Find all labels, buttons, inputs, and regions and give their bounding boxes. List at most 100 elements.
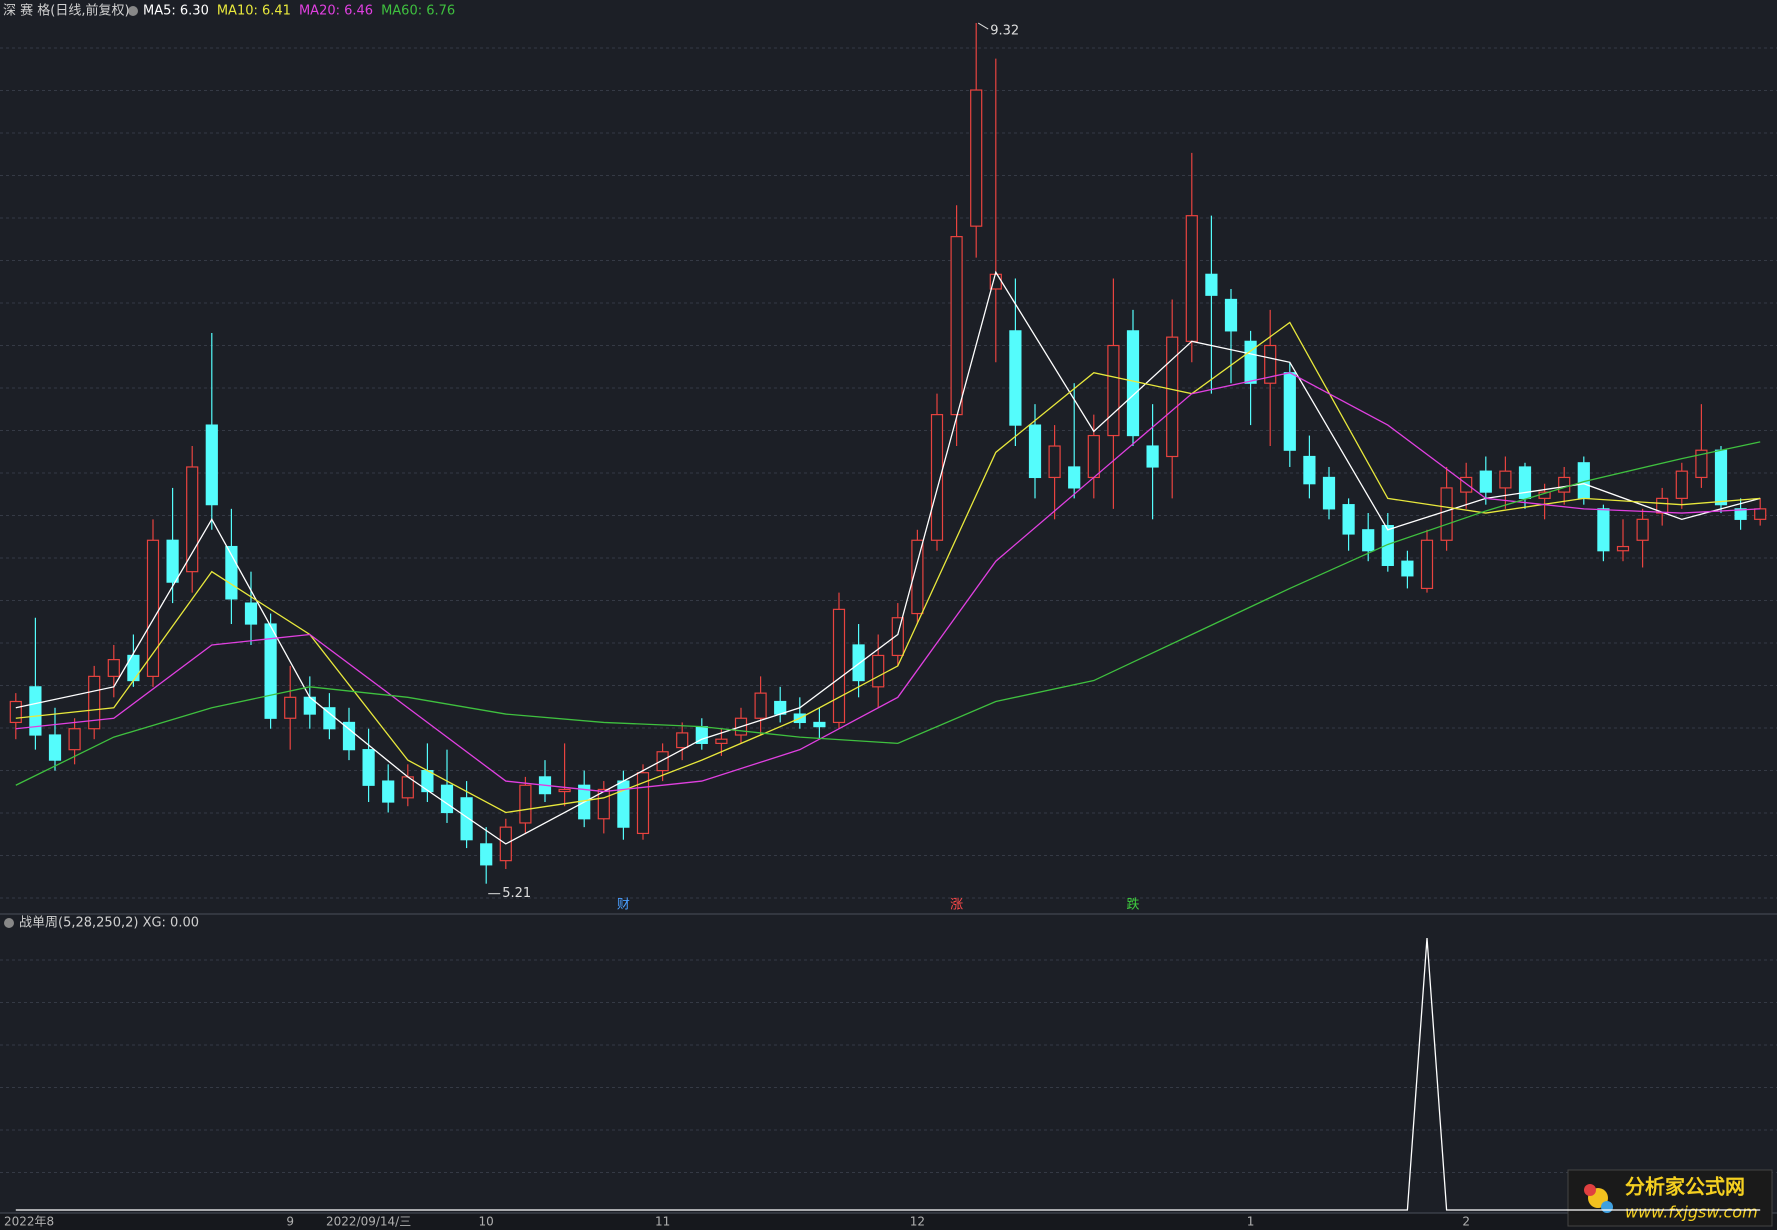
candle-body [911,539,924,615]
candle-body [1146,445,1159,468]
candle-body [636,772,650,835]
candle-body [362,749,375,786]
candle-body [832,608,846,724]
candle-body [1126,330,1140,437]
candle-body [1754,508,1767,520]
candle-body [29,686,42,736]
candle-body [68,728,81,751]
icon [4,918,14,928]
candle-body [382,780,395,803]
candle-body [166,539,179,583]
grid [0,47,1777,1173]
candle-body [186,466,199,573]
annotation-arrow [977,22,989,30]
logo [1601,1201,1613,1213]
candle-body [1303,455,1316,485]
candle-body [617,780,630,828]
x-tick-label: 10 [479,1215,494,1229]
candle-body [205,424,218,506]
candle-body [480,843,493,866]
legend-entry: MA5: 6.30 [143,4,209,19]
annotation: 5.21 [502,886,531,901]
x-tick-label: 9 [286,1215,294,1229]
candle-body [891,617,904,657]
candle-body [1322,476,1336,510]
ma-line [15,441,1761,786]
candle-body [1205,273,1218,296]
candle-body [519,784,532,824]
candle-body [597,788,610,820]
candle-body [930,414,944,541]
candle-body [107,659,120,677]
candle-body [88,675,101,730]
candle-body [264,623,277,719]
candle-body [244,602,258,625]
candle-body [440,784,454,814]
candle-body [1558,476,1571,493]
x-tick-label: 2022年8 [4,1215,54,1229]
icon [128,6,138,16]
candle-body [1675,470,1688,499]
candle-body [558,788,571,793]
candle-body [1636,518,1649,541]
event-label: 跌 [1126,897,1139,913]
candle-body [676,732,689,749]
candle-body [1107,344,1120,437]
candle-body [1499,470,1512,489]
legend-entry: MA20: 6.46 [299,4,373,19]
watermark-name: 分析家公式网 [1625,1175,1745,1199]
candle-body [460,797,473,841]
x-tick-label: 12 [910,1215,925,1229]
candle-body [342,721,356,751]
candle-body [852,644,865,682]
x-tick-label: 2022/09/14/三 [326,1215,411,1229]
candle-body [754,692,767,719]
candle-body [813,721,826,728]
candle-body [48,734,62,761]
candle-body [1087,434,1100,479]
candle-body [1656,497,1669,514]
candle-body [1224,298,1238,332]
candle-body [1479,470,1492,493]
candle-body [9,700,22,724]
candle-body [1028,424,1042,479]
candle-body [1342,504,1355,535]
candle-body [1009,330,1022,426]
candle-body [1518,466,1532,499]
x-axis-bar [0,1213,1777,1230]
candle-body [146,539,160,677]
indicator-title: 战单周(5,28,250,2) XG: 0.00 [19,916,199,931]
candle-body [1597,508,1610,552]
candle-body [225,545,238,600]
candle-body [872,654,885,688]
legend-entry: MA10: 6.41 [217,4,291,19]
x-tick-label: 11 [655,1215,670,1229]
candle-body [1440,487,1453,541]
candle-body [1283,372,1296,451]
candle-body [1264,344,1277,384]
candle-body [1381,525,1394,566]
candle-body [1362,529,1375,552]
candle-body [1695,449,1708,479]
candle-body [656,751,669,772]
candle-body [284,696,297,719]
candle-body [1048,445,1061,479]
event-label: 涨 [950,898,963,913]
x-tick-label: 2 [1462,1215,1470,1229]
candle-body [1166,336,1179,458]
candle-body [1616,545,1630,552]
indicator-line [15,937,1761,1211]
candle-body [970,89,983,227]
candle-body [715,738,728,744]
x-tick-label: 1 [1247,1215,1255,1229]
watermark: 分析家公式网 www.fxjgsw.com [1567,1169,1773,1227]
candle-body [1460,476,1473,493]
candle-body [950,236,963,416]
logo [1584,1184,1596,1196]
candle-body [1068,466,1081,489]
legend-entry: MA60: 6.76 [381,4,455,19]
watermark-url: www.fxjgsw.com [1625,1203,1758,1222]
